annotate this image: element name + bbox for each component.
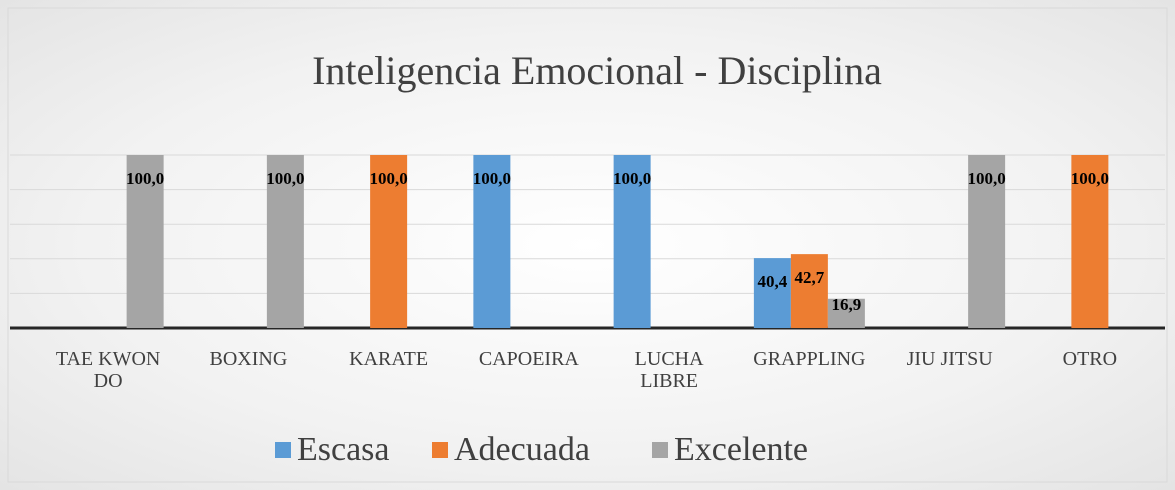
legend-swatch [432,442,448,458]
legend-label: Escasa [297,431,390,468]
data-label: 100,0 [1071,169,1109,188]
x-tick-label: OTRO [1062,348,1118,370]
bar [1071,155,1109,328]
bar [790,254,828,328]
data-label: 100,0 [613,169,651,188]
data-label: 100,0 [473,169,511,188]
legend-swatch [652,442,668,458]
chart-border [7,7,1168,483]
data-label: 16,9 [832,295,862,314]
legend-label: Excelente [674,431,808,468]
bar [370,155,408,328]
data-label: 100,0 [126,169,164,188]
x-tick-label: KARATE [349,348,429,370]
x-tick-label: TAE KWON DO [55,348,161,392]
data-label: 42,7 [795,268,825,287]
bar [827,298,865,328]
bar [968,155,1006,328]
x-tick-label: GRAPPLING [753,348,866,370]
bar [266,155,304,328]
data-label: 40,4 [758,272,788,291]
x-tick-label: CAPOEIRA [478,348,579,370]
data-label: 100,0 [370,169,408,188]
bar [126,155,164,328]
x-tick-label: LUCHA LIBRE [634,348,704,392]
data-label: 100,0 [968,169,1006,188]
x-tick-label: JIU JITSU [906,348,993,370]
bar [753,258,791,328]
x-tick-label: BOXING [209,348,288,370]
data-label: 100,0 [266,169,304,188]
bar [473,155,511,328]
legend-label: Adecuada [454,431,590,468]
chart-title: Inteligencia Emocional - Disciplina [312,48,882,93]
legend-swatch [275,442,291,458]
bar [613,155,651,328]
